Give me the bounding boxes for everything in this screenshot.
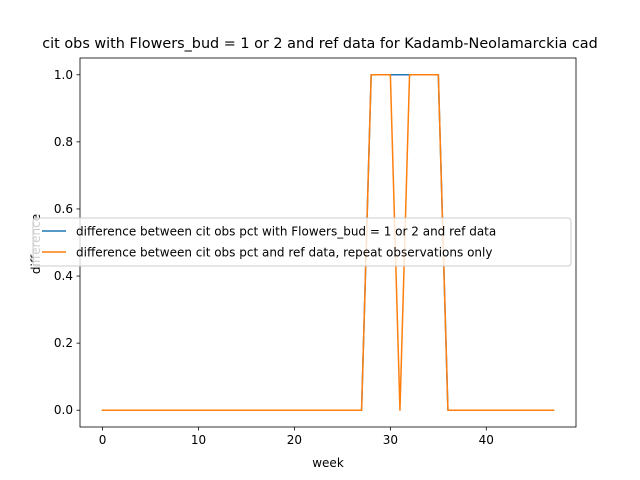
chart-title: cit obs with Flowers_bud = 1 or 2 and re… — [42, 36, 597, 52]
x-tick-label: 30 — [383, 433, 398, 447]
legend: difference between cit obs pct with Flow… — [32, 217, 572, 267]
series-line-2 — [101, 74, 555, 411]
y-tick-label: 1.0 — [54, 68, 73, 82]
legend-label-2: difference between cit obs pct and ref d… — [76, 246, 492, 260]
x-tick-label: 0 — [99, 433, 107, 447]
y-tick-label: 0.6 — [54, 202, 73, 216]
y-tick-label: 0.4 — [54, 269, 73, 283]
y-tick-label: 0.2 — [54, 336, 73, 350]
legend-label-1: difference between cit obs pct with Flow… — [76, 225, 496, 239]
x-axis-label: week — [312, 456, 344, 470]
legend-box — [32, 217, 572, 267]
x-tick-label: 10 — [191, 433, 206, 447]
y-tick-label: 0.0 — [54, 403, 73, 417]
y-tick-label: 0.8 — [54, 135, 73, 149]
x-tick-label: 20 — [287, 433, 302, 447]
x-tick-label: 40 — [479, 433, 494, 447]
